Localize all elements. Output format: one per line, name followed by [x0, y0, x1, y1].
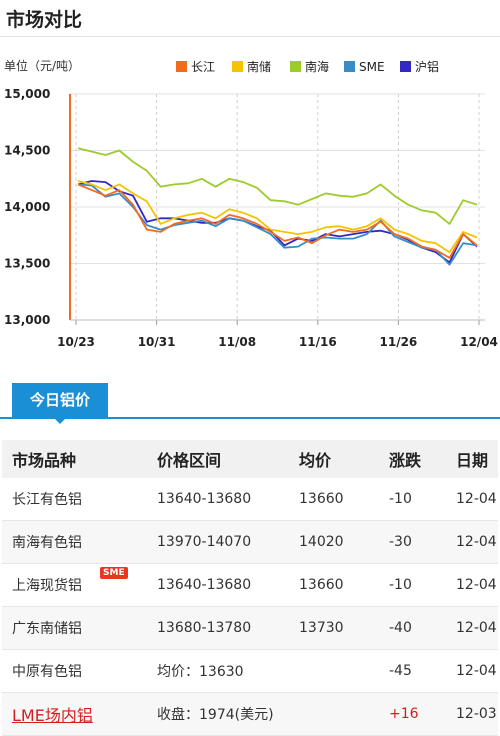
price-comparison-chart: 单位（元/吨） 15,000 14,500 14,000 13,500 13,000 10/… — [0, 40, 500, 360]
y-tick-label: 15,000 — [4, 87, 50, 101]
price-change: -40 — [379, 606, 446, 650]
legend-swatch — [400, 61, 411, 72]
series-line-南储 — [77, 180, 478, 254]
legend-label: 沪铝 — [415, 59, 439, 74]
price-range: 13970-14070 — [147, 520, 289, 564]
table-row: LME场内铝 收盘：1974(美元) +16 12-03 — [2, 692, 498, 736]
avg-price — [289, 649, 379, 693]
price-change: +16 — [379, 692, 446, 736]
price-range: 均价：13630 — [147, 649, 289, 693]
market-name: 南海有色铝 — [2, 520, 147, 564]
header-date: 日期 — [446, 440, 498, 478]
price-change: -30 — [379, 520, 446, 564]
x-tick-label: 11/26 — [380, 335, 418, 349]
x-tick-label: 11/08 — [218, 335, 256, 349]
x-tick-label: 12/04 — [460, 335, 498, 349]
x-tick-label: 10/31 — [138, 335, 176, 349]
header-change: 涨跌 — [379, 440, 446, 478]
market-cell: 上海现货铝 SME — [2, 563, 147, 607]
avg-price: 13660 — [289, 563, 379, 607]
avg-price: 14020 — [289, 520, 379, 564]
legend-label: 南储 — [247, 59, 271, 74]
header-market: 市场品种 — [2, 440, 147, 478]
x-tick-label: 10/23 — [57, 335, 95, 349]
price-change: -10 — [379, 563, 446, 607]
table-row: 广东南储铝 13680-13780 13730 -40 12-04 — [2, 606, 498, 650]
avg-price: 13730 — [289, 606, 379, 650]
price-range: 13680-13780 — [147, 606, 289, 650]
price-date: 12-04 — [446, 520, 498, 564]
market-name: 中原有色铝 — [2, 649, 147, 693]
x-tick-label: 11/16 — [299, 335, 337, 349]
legend-label: 南海 — [305, 59, 329, 74]
price-range: 13640-13680 — [147, 563, 289, 607]
avg-price: 13660 — [289, 478, 379, 521]
legend-swatch — [344, 61, 355, 72]
sme-badge: SME — [100, 567, 128, 579]
price-range: 收盘：1974(美元) — [147, 692, 289, 736]
table-row: 中原有色铝 均价：13630 -45 12-04 — [2, 649, 498, 693]
legend-label: SME — [359, 60, 385, 74]
price-date: 12-04 — [446, 649, 498, 693]
legend-swatch — [176, 61, 187, 72]
tab-bar: 今日铝价 — [0, 383, 500, 424]
section-title-bar: 市场对比 — [0, 0, 500, 37]
y-axis-label: 单位（元/吨） — [4, 58, 80, 73]
market-name: 广东南储铝 — [2, 606, 147, 650]
price-date: 12-04 — [446, 563, 498, 607]
avg-price — [289, 692, 379, 736]
legend-swatch — [232, 61, 243, 72]
legend-label: 长江 — [191, 60, 215, 74]
series-line-SME — [77, 183, 478, 266]
lme-link[interactable]: LME场内铝 — [12, 706, 93, 725]
price-date: 12-04 — [446, 606, 498, 650]
series-line-南海 — [77, 147, 478, 225]
y-tick-label: 14,500 — [4, 144, 50, 158]
y-tick-label: 14,000 — [4, 200, 50, 214]
price-change: -45 — [379, 649, 446, 693]
table-header-row: 市场品种 价格区间 均价 涨跌 日期 — [2, 440, 498, 478]
price-change: -10 — [379, 478, 446, 521]
tab-pointer-arrow — [53, 417, 67, 424]
tab-today-aluminum-price[interactable]: 今日铝价 — [12, 383, 108, 417]
market-cell: LME场内铝 — [2, 692, 147, 736]
header-avg: 均价 — [289, 440, 379, 478]
price-date: 12-04 — [446, 478, 498, 521]
header-range: 价格区间 — [147, 440, 289, 478]
price-range: 13640-13680 — [147, 478, 289, 521]
series-line-沪铝 — [77, 180, 478, 264]
section-title: 市场对比 — [6, 9, 83, 31]
legend-swatch — [290, 61, 301, 72]
table-row: 上海现货铝 SME 13640-13680 13660 -10 12-04 — [2, 563, 498, 607]
table-row: 长江有色铝 13640-13680 13660 -10 12-04 — [2, 478, 498, 521]
y-tick-label: 13,000 — [4, 313, 50, 327]
y-tick-label: 13,500 — [4, 257, 50, 271]
price-table: 市场品种 价格区间 均价 涨跌 日期 长江有色铝 13640-13680 136… — [2, 440, 498, 736]
price-date: 12-03 — [446, 692, 498, 736]
series-line-长江 — [77, 183, 478, 259]
market-name: 上海现货铝 — [12, 578, 82, 594]
market-name: 长江有色铝 — [2, 478, 147, 521]
chart-svg: 单位（元/吨） 15,000 14,500 14,000 13,500 13,000 10/… — [4, 58, 498, 349]
table-row: 南海有色铝 13970-14070 14020 -30 12-04 — [2, 520, 498, 564]
